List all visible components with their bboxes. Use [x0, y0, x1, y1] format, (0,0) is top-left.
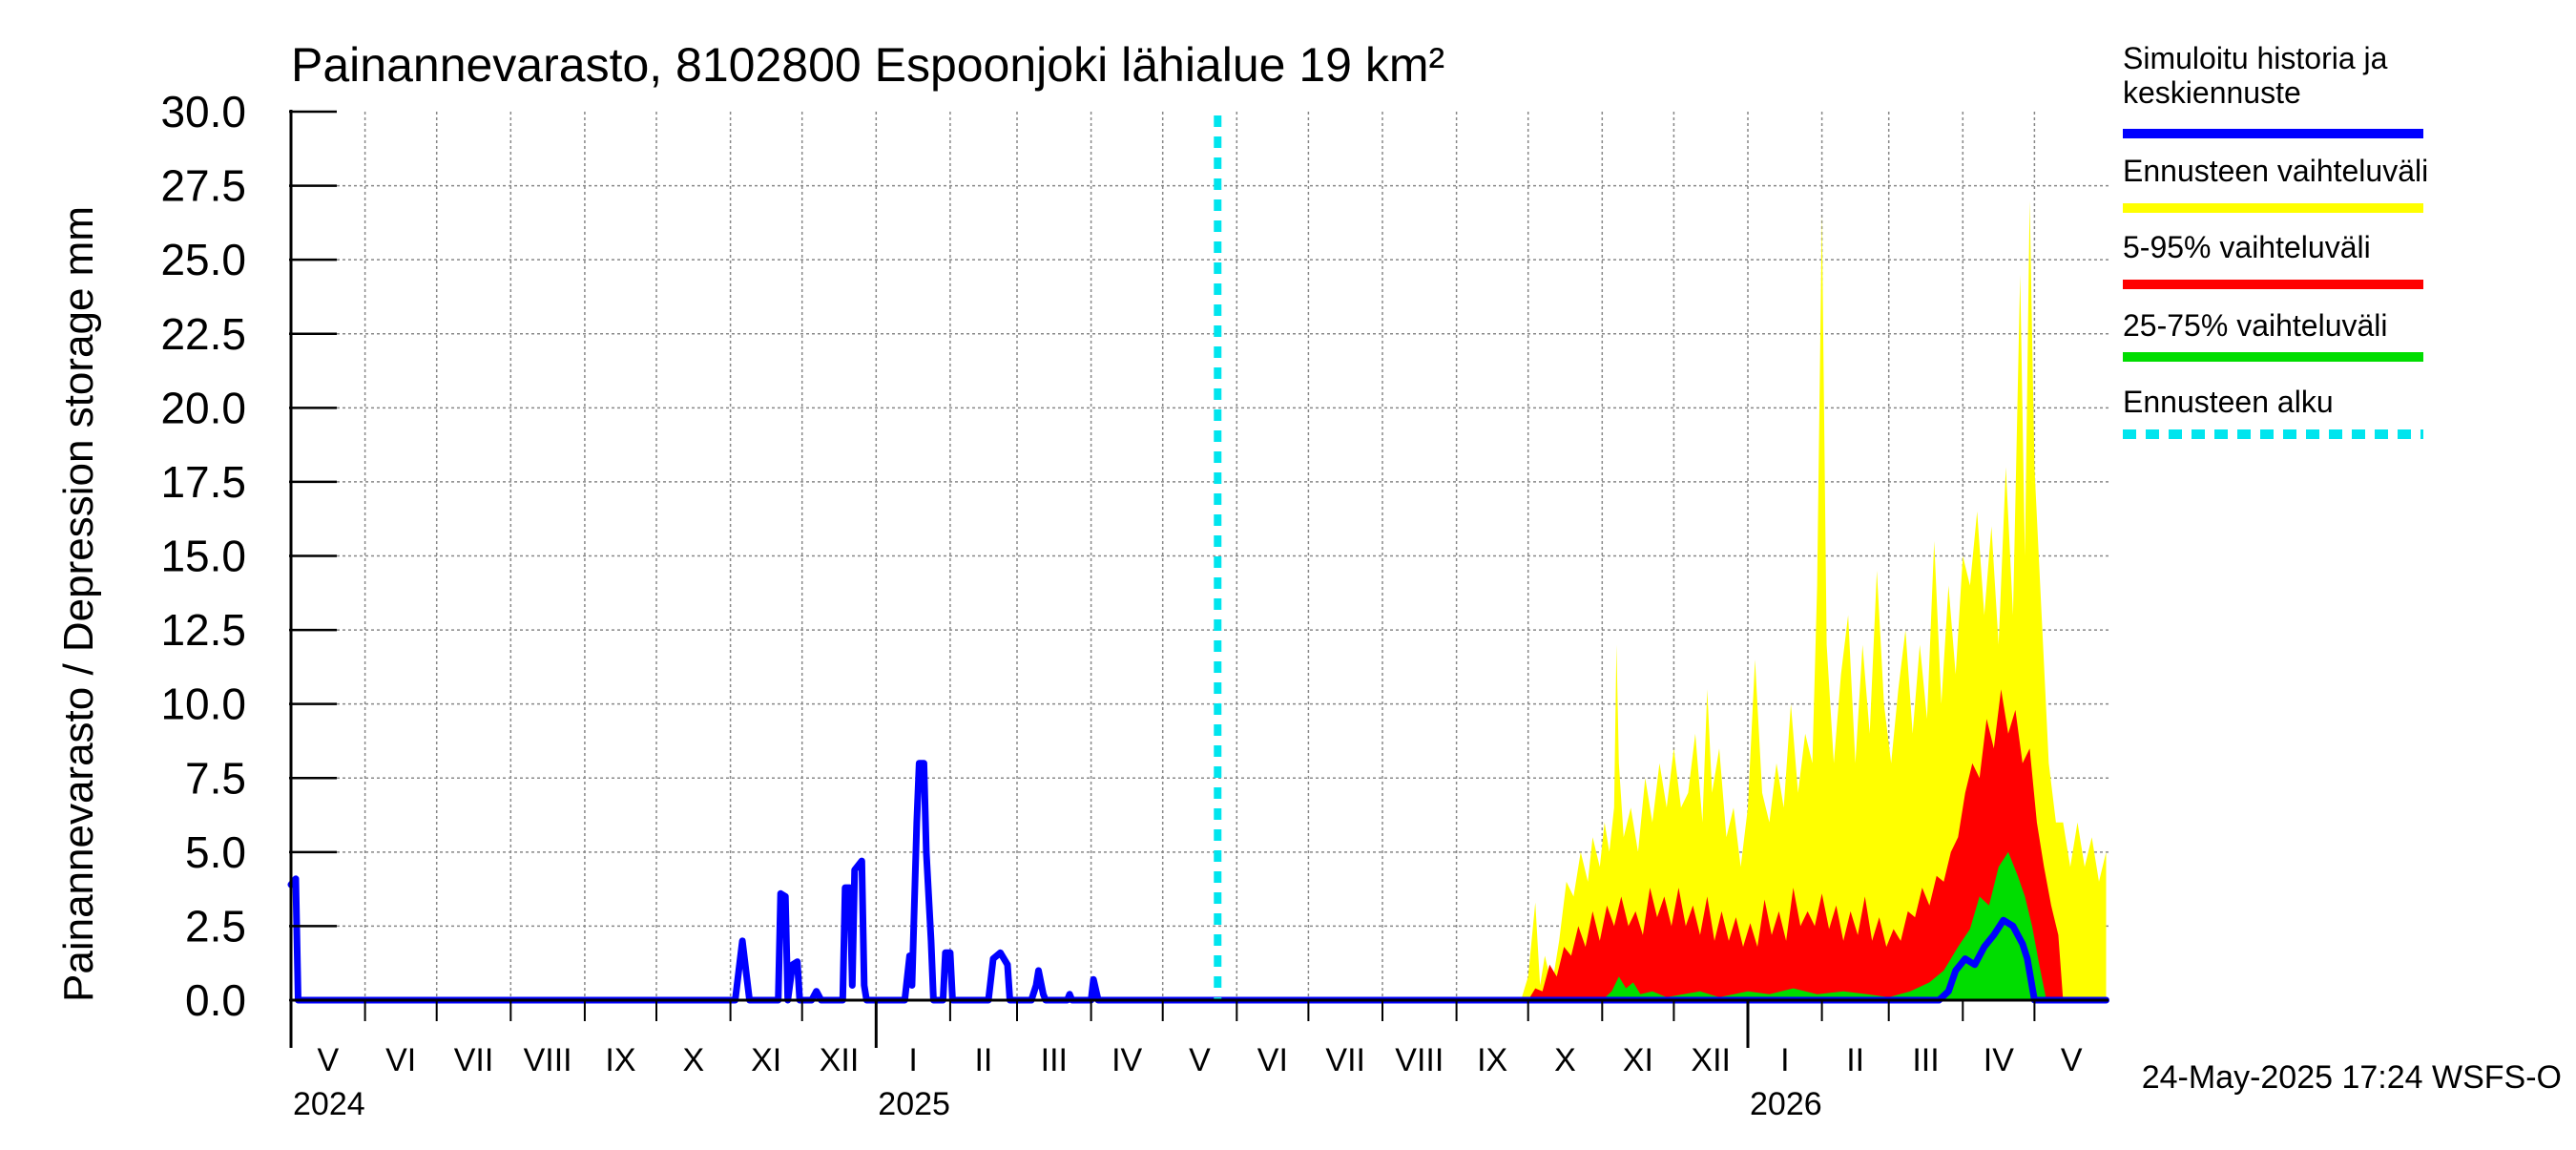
y-tick-label: 17.5	[160, 457, 246, 507]
month-label: V	[1189, 1042, 1211, 1078]
month-label: III	[1041, 1042, 1068, 1078]
y-tick-label: 0.0	[185, 975, 246, 1025]
range-5-95-area	[1527, 689, 2064, 1000]
axes: 0.0 2.5 5.0 7.5 10.0 12.5 15.0 17.5 20.0 22.5 25.0…	[160, 87, 2109, 1122]
y-tick-label: 27.5	[160, 161, 246, 211]
month-label: V	[317, 1042, 339, 1078]
year-label: 2025	[878, 1086, 950, 1122]
month-label: X	[682, 1042, 704, 1078]
month-label: VIII	[524, 1042, 572, 1078]
range-25-75-area	[1602, 851, 2046, 1000]
month-label: VI	[385, 1042, 416, 1078]
month-label: I	[1780, 1042, 1789, 1078]
month-label: XII	[1691, 1042, 1731, 1078]
legend-label: 5-95% vaihteluväli	[2123, 230, 2371, 264]
month-label: XII	[820, 1042, 860, 1078]
month-label: IV	[1984, 1042, 2014, 1078]
month-label: V	[2061, 1042, 2083, 1078]
month-label: X	[1554, 1042, 1576, 1078]
footer-timestamp: 24-May-2025 17:24 WSFS-O	[2142, 1059, 2562, 1096]
month-label: VIII	[1395, 1042, 1444, 1078]
month-label: IX	[1477, 1042, 1507, 1078]
forecast-range-area	[1521, 200, 2107, 1001]
chart-title: Painannevarasto, 8102800 Espoonjoki lähi…	[291, 38, 1444, 92]
month-label: VII	[1325, 1042, 1365, 1078]
legend-label: Ennusteen alku	[2123, 385, 2334, 419]
legend-label: 25-75% vaihteluväli	[2123, 308, 2388, 343]
month-label: VI	[1257, 1042, 1288, 1078]
y-axis-label: Painannevarasto / Depression storage mm	[55, 206, 102, 1002]
forecast-areas	[1521, 200, 2107, 1001]
year-label: 2026	[1750, 1086, 1822, 1122]
month-label: I	[908, 1042, 917, 1078]
y-tick-label: 10.0	[160, 680, 246, 729]
month-label: VII	[454, 1042, 494, 1078]
y-tick-label: 12.5	[160, 605, 246, 655]
y-tick-label: 20.0	[160, 383, 246, 432]
year-label: 2024	[293, 1086, 365, 1122]
y-tick-label: 22.5	[160, 309, 246, 359]
month-label: XI	[751, 1042, 781, 1078]
month-label: III	[1912, 1042, 1939, 1078]
y-tick-label: 5.0	[185, 827, 246, 877]
month-label: IV	[1111, 1042, 1142, 1078]
y-tick-label: 15.0	[160, 532, 246, 581]
legend-label: Simuloitu historia ja	[2123, 41, 2388, 75]
month-label: II	[1846, 1042, 1864, 1078]
month-label: II	[974, 1042, 992, 1078]
month-label: XI	[1623, 1042, 1653, 1078]
legend-label: Ennusteen vaihteluväli	[2123, 154, 2428, 188]
y-tick-label: 2.5	[185, 901, 246, 951]
legend-label: keskiennuste	[2123, 75, 2301, 110]
y-tick-label: 25.0	[160, 235, 246, 284]
y-tick-label: 30.0	[160, 87, 246, 136]
month-label: IX	[605, 1042, 635, 1078]
y-tick-label: 7.5	[185, 753, 246, 803]
